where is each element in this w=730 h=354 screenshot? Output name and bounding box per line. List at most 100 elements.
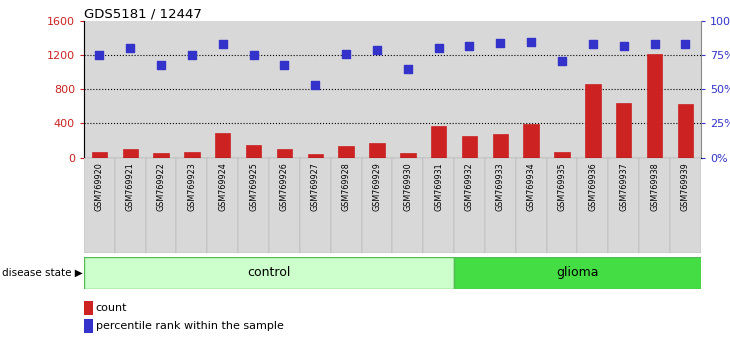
Text: GSM769924: GSM769924 — [218, 162, 227, 211]
Bar — [277, 149, 292, 158]
Bar — [300, 21, 331, 158]
Point — [556, 58, 568, 64]
Text: GSM769935: GSM769935 — [558, 162, 566, 211]
Point — [526, 39, 537, 45]
Bar — [647, 53, 662, 158]
Bar — [153, 153, 169, 158]
Bar — [554, 152, 569, 158]
Point — [124, 46, 136, 51]
Point — [587, 41, 599, 47]
Text: GSM769939: GSM769939 — [681, 162, 690, 211]
Bar — [145, 158, 177, 253]
Text: GSM769937: GSM769937 — [619, 162, 629, 211]
Bar — [515, 21, 547, 158]
Text: count: count — [96, 303, 127, 313]
Point — [649, 41, 661, 47]
Bar — [207, 21, 238, 158]
Text: GSM769936: GSM769936 — [588, 162, 597, 211]
Point — [217, 41, 228, 47]
Bar — [123, 149, 138, 158]
Bar — [431, 126, 446, 158]
Bar — [454, 257, 701, 289]
Bar — [670, 158, 701, 253]
Bar — [269, 21, 300, 158]
Bar — [215, 133, 231, 158]
Text: GDS5181 / 12447: GDS5181 / 12447 — [84, 7, 201, 20]
Point — [247, 52, 259, 58]
Text: GSM769930: GSM769930 — [403, 162, 412, 211]
Bar — [145, 21, 177, 158]
Bar — [485, 21, 515, 158]
Bar — [369, 143, 385, 158]
Bar — [670, 21, 701, 158]
Bar — [423, 158, 454, 253]
Point — [371, 47, 383, 53]
Bar — [238, 158, 269, 253]
Bar — [246, 145, 261, 158]
Point — [680, 41, 691, 47]
Text: GSM769920: GSM769920 — [95, 162, 104, 211]
Text: GSM769923: GSM769923 — [188, 162, 196, 211]
Bar — [677, 104, 693, 158]
Bar — [307, 154, 323, 158]
Point — [310, 82, 321, 88]
Point — [93, 52, 105, 58]
Bar — [547, 21, 577, 158]
Bar — [639, 158, 670, 253]
Bar — [92, 153, 107, 158]
Bar — [608, 21, 639, 158]
Bar — [339, 147, 354, 158]
Text: glioma: glioma — [556, 266, 599, 279]
Point — [340, 51, 352, 57]
Point — [433, 46, 445, 51]
Bar — [177, 21, 207, 158]
Text: GSM769922: GSM769922 — [156, 162, 166, 211]
Bar — [269, 158, 300, 253]
Bar — [485, 158, 515, 253]
Text: percentile rank within the sample: percentile rank within the sample — [96, 321, 283, 331]
Bar — [616, 103, 631, 158]
Text: GSM769926: GSM769926 — [280, 162, 289, 211]
Bar — [423, 21, 454, 158]
Bar — [361, 158, 393, 253]
Point — [618, 43, 629, 48]
Point — [494, 40, 506, 46]
Bar — [331, 158, 361, 253]
Bar — [393, 158, 423, 253]
Bar — [493, 134, 508, 158]
Bar — [238, 21, 269, 158]
Point — [464, 43, 475, 48]
Bar — [392, 21, 423, 158]
Text: GSM769934: GSM769934 — [526, 162, 536, 211]
Text: GSM769938: GSM769938 — [650, 162, 659, 211]
Text: GSM769921: GSM769921 — [126, 162, 135, 211]
Bar — [454, 158, 485, 253]
Bar — [639, 21, 670, 158]
Text: GSM769931: GSM769931 — [434, 162, 443, 211]
Bar — [207, 158, 238, 253]
Bar — [400, 153, 415, 158]
Bar — [585, 84, 601, 158]
Bar — [331, 21, 361, 158]
Bar — [184, 152, 199, 158]
Bar — [577, 158, 608, 253]
Bar — [115, 158, 145, 253]
Text: disease state ▶: disease state ▶ — [2, 268, 83, 278]
Point — [155, 62, 167, 68]
Bar — [300, 158, 331, 253]
Bar — [84, 21, 115, 158]
Bar — [361, 21, 392, 158]
Point — [279, 62, 291, 68]
Bar — [523, 124, 539, 158]
Text: GSM769928: GSM769928 — [342, 162, 350, 211]
Bar — [454, 21, 485, 158]
Point — [402, 66, 414, 72]
Text: GSM769932: GSM769932 — [465, 162, 474, 211]
Bar — [177, 158, 207, 253]
Text: GSM769933: GSM769933 — [496, 162, 505, 211]
Text: GSM769925: GSM769925 — [249, 162, 258, 211]
Bar — [577, 21, 608, 158]
Text: GSM769927: GSM769927 — [311, 162, 320, 211]
Bar — [515, 158, 547, 253]
Bar — [547, 158, 577, 253]
